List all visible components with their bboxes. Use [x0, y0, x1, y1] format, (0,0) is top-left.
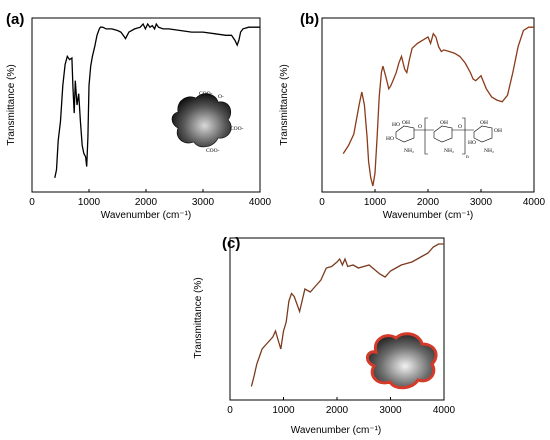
chitosan-label-nh2-2: NH₂: [444, 148, 454, 154]
panel-a-x-ticks: 0 1000 2000 3000 4000: [29, 189, 272, 208]
panel-a-x-tick-label: 4000: [249, 197, 272, 208]
panel-b-y-axis-label: Transmittance (%): [279, 64, 290, 145]
chitosan-label-nh2-3: NH₂: [484, 148, 494, 154]
chitosan-label-nh2-1: NH₂: [404, 148, 414, 154]
panel-c-spectrum-line: [250, 243, 444, 387]
panel-c-x-axis-label: Wavenumber (cm⁻¹): [291, 425, 381, 436]
panel-a-coo-label-3: COO-: [206, 148, 220, 154]
panel-b-x-tick-label: 1000: [364, 197, 387, 208]
chitosan-label-o-2: O: [458, 124, 462, 130]
panel-a-letter: (a): [6, 11, 24, 28]
panel-c-letter: (c): [222, 235, 240, 252]
panel-c-x-tick-label: 2000: [326, 405, 349, 416]
chitosan-label-ho-2: HO: [386, 136, 394, 142]
chitosan-label-n: n: [466, 154, 469, 160]
panel-c-x-tick-label: 0: [227, 405, 233, 416]
panel-b-chitosan-structure-inset: [395, 117, 493, 155]
chitosan-label-o-1: O: [418, 124, 422, 130]
chitosan-label-ho-1: HO: [392, 122, 400, 128]
panel-b-spectrum-line: [342, 26, 534, 187]
chitosan-label-oh-1: OH: [402, 120, 410, 126]
panel-b-frame: [321, 17, 535, 193]
panel-c-y-axis-label: Transmittance (%): [193, 277, 204, 358]
panel-c-nanoparticle-inset: [366, 332, 438, 390]
chitosan-label-oh-4: OH: [494, 128, 502, 134]
panel-b-x-tick-label: 2000: [417, 197, 440, 208]
panel-b-chitosan-labels: HO OH HO NH₂ OH O O NH₂ OH OH HO NH₂ n: [386, 120, 502, 160]
panel-c-x-tick-label: 1000: [272, 405, 295, 416]
panel-c: (c) 0 1000 2000 3000 4000 Wavenumber (cm⁻¹) …: [193, 235, 456, 436]
panel-b-x-ticks: 0 1000 2000 3000 4000: [319, 189, 546, 208]
chitosan-label-ho-3: HO: [468, 140, 476, 146]
panel-a-x-tick-label: 1000: [78, 197, 101, 208]
panel-a-carbon-dot-inset: COO- O- COO- COO-: [171, 91, 244, 154]
panel-a-y-axis-label: Transmittance (%): [6, 64, 17, 145]
panel-b-letter: (b): [300, 11, 319, 28]
panel-c-x-tick-label: 4000: [433, 405, 456, 416]
panel-c-x-tick-label: 3000: [379, 405, 402, 416]
panel-a-x-tick-label: 0: [29, 197, 35, 208]
panel-a-x-tick-label: 2000: [135, 197, 158, 208]
panel-a-x-axis-label: Wavenumber (cm⁻¹): [101, 210, 191, 221]
panel-b-x-tick-label: 3000: [470, 197, 493, 208]
panel-a-o-label: O-: [218, 94, 224, 100]
panel-a-coo-label-1: COO-: [199, 91, 213, 97]
panel-b: (b) 0 1000 2000 3000 4000 Wavenumber (cm⁻¹) …: [279, 11, 546, 221]
panel-a-spectrum-line: [54, 22, 260, 179]
panel-b-x-tick-label: 0: [319, 197, 325, 208]
panel-a: (a) 0 1000 2000 3000 4000 Wavenumber (cm⁻¹) …: [6, 11, 272, 221]
panel-a-x-tick-label: 3000: [192, 197, 215, 208]
panel-c-x-ticks: 0 1000 2000 3000 4000: [227, 397, 456, 416]
chitosan-label-oh-3: OH: [480, 120, 488, 126]
panel-a-coo-label-2: COO-: [230, 126, 244, 132]
panel-b-x-tick-label: 4000: [523, 197, 546, 208]
panel-b-x-axis-label: Wavenumber (cm⁻¹): [383, 210, 473, 221]
chitosan-label-oh-2: OH: [440, 120, 448, 126]
